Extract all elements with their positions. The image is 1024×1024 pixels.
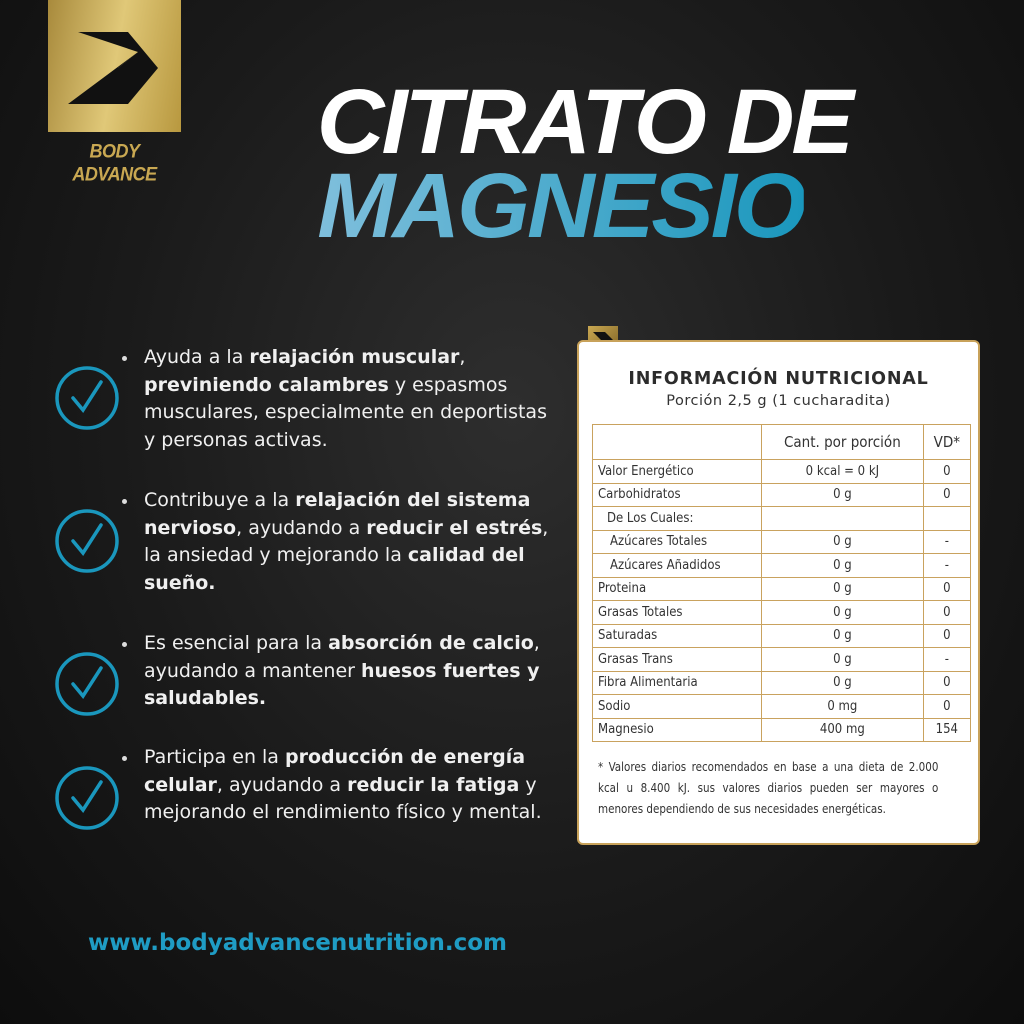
serving-size: Porción 2,5 g (1 cucharadita) xyxy=(666,393,891,409)
nutrient-name: Saturadas xyxy=(591,623,763,648)
nutrient-name: Azúcares Totales xyxy=(591,529,763,554)
daily-value: - xyxy=(922,529,972,554)
nutrient-name: Magnesio xyxy=(591,717,763,742)
amount-per-serving: 0 g xyxy=(761,600,924,625)
benefit-segment: , ayudando a xyxy=(216,773,348,796)
benefit-segment: , ayudando a xyxy=(236,516,367,539)
amount-per-serving: 0 g xyxy=(761,529,924,554)
amount-per-serving: 0 g xyxy=(761,482,924,507)
nutrient-name: Sodio xyxy=(591,694,763,719)
nutrient-name: Grasas Trans xyxy=(591,647,763,672)
table-row: Grasas Trans 0 g- xyxy=(591,647,972,672)
amount-per-serving: 0 g xyxy=(761,576,924,601)
nutrition-title: INFORMACIÓN NUTRICIONAL xyxy=(628,369,929,389)
website-link[interactable]: www.bodyadvancenutrition.com xyxy=(88,930,507,956)
nutrient-name: Carbohidratos xyxy=(591,482,763,507)
daily-value: 0 xyxy=(922,623,972,648)
daily-value: 0 xyxy=(922,459,972,484)
benefit-segment: y mejorando el rendimiento físico y ment… xyxy=(144,773,542,824)
benefit-segment: Ayuda a la xyxy=(144,346,250,368)
table-header-row: Cant. por porción VD* xyxy=(591,424,972,460)
table-row: Magnesio 400 mg 154 xyxy=(591,717,972,742)
table-row: Sodio 0 mg 0 xyxy=(591,694,972,719)
header-dv: VD* xyxy=(922,424,972,460)
benefit-highlight: huesos fuertes y saludables. xyxy=(144,659,540,710)
header-nutrient xyxy=(591,424,763,460)
title-line-2: MAGNESIO xyxy=(317,155,807,257)
benefit-highlight: producción de energía celular xyxy=(144,746,526,796)
benefit-segment: Es esencial para la xyxy=(144,632,329,654)
table-row: Valor Energético 0 kcal = 0 kJ 0 xyxy=(591,459,972,484)
benefit-text: Contribuye a la relajación del sistema n… xyxy=(144,487,554,597)
bullet-dot xyxy=(122,642,127,647)
check-circle-icon xyxy=(53,650,121,722)
benefit-text: Es esencial para la absorción de calcio,… xyxy=(144,630,554,713)
nutrient-name: Fibra Alimentaria xyxy=(591,670,763,695)
amount-per-serving xyxy=(761,506,924,531)
nutrient-name: Valor Energético xyxy=(591,459,763,484)
benefit-segment: Participa en la xyxy=(144,746,285,768)
amount-per-serving: 0 g xyxy=(761,647,924,672)
nutrient-name: De Los Cuales: xyxy=(591,506,763,531)
daily-value: - xyxy=(922,553,972,578)
footnote: * Valores diarios recomendados en base a… xyxy=(598,759,939,816)
table-row: Azúcares Totales 0 g- xyxy=(591,529,972,554)
bullet-dot xyxy=(122,756,127,761)
benefit-highlight: relajación muscular xyxy=(249,346,460,368)
nutrient-name: Grasas Totales xyxy=(591,600,763,625)
benefit-segment: , la ansiedad y mejorando la xyxy=(144,516,549,567)
daily-value xyxy=(922,506,972,531)
daily-value: 0 xyxy=(922,482,972,507)
nutrient-name: Azúcares Añadidos xyxy=(591,553,763,578)
amount-per-serving: 400 mg xyxy=(761,717,924,742)
benefit-highlight: reducir el estrés xyxy=(366,516,543,539)
benefit-highlight: absorción de calcio xyxy=(328,632,534,654)
nutrition-table: Cant. por porción VD* Valor Energético 0 … xyxy=(591,424,972,742)
amount-per-serving: 0 g xyxy=(761,623,924,648)
bullet-dot xyxy=(122,356,127,361)
benefit-segment: Contribuye a la xyxy=(144,489,296,511)
daily-value: 0 xyxy=(922,600,972,625)
check-circle-icon xyxy=(53,364,121,436)
benefit-segment: y espasmos musculares, especialmente en … xyxy=(144,373,547,451)
brand-logo xyxy=(48,0,181,132)
title-line-1: CITRATO DE xyxy=(316,71,854,173)
daily-value: - xyxy=(922,647,972,672)
benefit-highlight: relajación del sistema nervioso xyxy=(144,489,531,539)
chevron-arrow-logo-icon xyxy=(68,32,158,104)
daily-value: 154 xyxy=(922,717,972,742)
benefit-highlight: calidad del sueño. xyxy=(144,544,525,594)
table-row: Azúcares Añadidos 0 g- xyxy=(591,553,972,578)
benefit-text: Ayuda a la relajación muscular, previnie… xyxy=(144,344,554,454)
amount-per-serving: 0 g xyxy=(761,553,924,578)
benefit-highlight: previniendo calambres xyxy=(144,373,389,396)
daily-value: 0 xyxy=(922,670,972,695)
table-row: De Los Cuales: xyxy=(591,506,972,531)
amount-per-serving: 0 g xyxy=(761,670,924,695)
check-circle-icon xyxy=(53,764,121,836)
benefit-highlight: reducir la fatiga xyxy=(347,773,520,796)
nutrient-name: Proteina xyxy=(591,576,763,601)
header-amount: Cant. por porción xyxy=(761,424,924,460)
amount-per-serving: 0 kcal = 0 kJ xyxy=(761,459,924,484)
benefit-segment: , ayudando a mantener xyxy=(144,632,540,682)
nutrition-facts-card: INFORMACIÓN NUTRICIONAL Porción 2,5 g (1… xyxy=(577,340,980,845)
benefit-segment: , xyxy=(459,346,466,368)
check-circle-icon xyxy=(53,507,121,579)
daily-value: 0 xyxy=(922,694,972,719)
brand-name: BODY ADVANCE xyxy=(72,139,157,185)
daily-value: 0 xyxy=(922,576,972,601)
amount-per-serving: 0 mg xyxy=(761,694,924,719)
benefit-text: Participa en la producción de energía ce… xyxy=(144,744,554,827)
bullet-dot xyxy=(122,499,127,504)
